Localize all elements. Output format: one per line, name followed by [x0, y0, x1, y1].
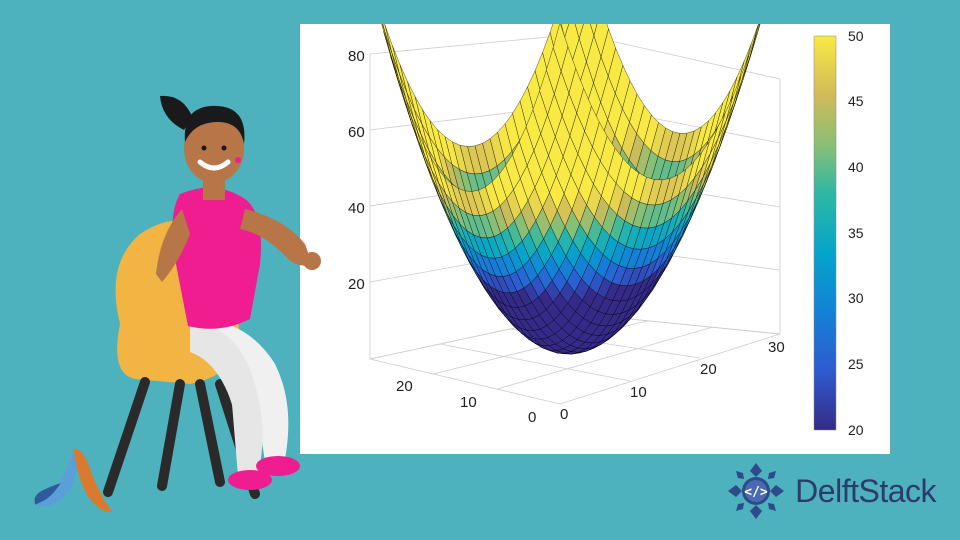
- y-tick-0: 0: [528, 409, 536, 426]
- brand-logo: </> DelftStack: [725, 460, 936, 522]
- matlab-logo-icon: [30, 440, 120, 530]
- cb-tick-50: 50: [848, 28, 864, 44]
- cb-tick-35: 35: [848, 225, 864, 241]
- x-tick-10: 10: [630, 384, 647, 401]
- surface-plot: [300, 24, 890, 454]
- z-tick-80: 80: [348, 48, 365, 65]
- x-tick-0: 0: [560, 406, 568, 423]
- cb-tick-25: 25: [848, 356, 864, 372]
- svg-text:</>: </>: [744, 485, 768, 500]
- cb-tick-45: 45: [848, 93, 864, 109]
- delftstack-badge-icon: </>: [725, 460, 787, 522]
- cb-tick-40: 40: [848, 159, 864, 175]
- person-illustration: [90, 64, 370, 504]
- x-tick-20: 20: [700, 361, 717, 378]
- surface-chart-panel: 80 60 40 20 0 10 20 30 0 10 20 50 45 40 …: [300, 24, 890, 454]
- colorbar-ticks: 50 45 40 35 30 25 20: [820, 36, 870, 430]
- cb-tick-20: 20: [848, 422, 864, 438]
- cb-tick-30: 30: [848, 290, 864, 306]
- y-tick-20: 20: [396, 378, 413, 395]
- surface-mesh: [370, 24, 780, 354]
- brand-name: DelftStack: [795, 473, 936, 510]
- y-tick-10: 10: [460, 394, 477, 411]
- x-tick-30: 30: [768, 339, 785, 356]
